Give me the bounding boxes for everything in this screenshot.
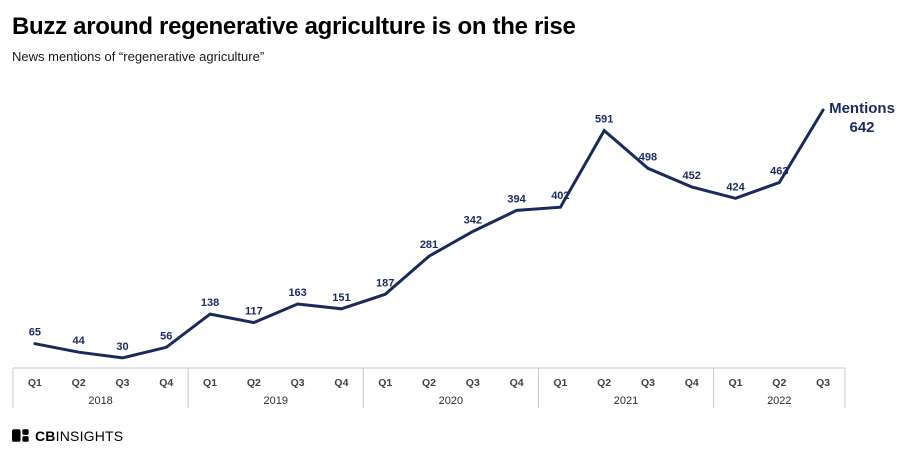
data-label: 281 [420,239,438,251]
data-label: 44 [73,335,86,347]
mentions-annotation-value: 642 [849,119,874,136]
line-chart-canvas: Q1 Q2 Q3 Q4 2018 Q1 Q2 Q3 Q4 2019 Q1 Q2 Q3 Q4 2020 Q1 Q2… [12,100,895,408]
data-label: 163 [288,287,306,299]
chart-header: Buzz around regenerative agriculture is … [0,0,901,75]
quarter-label: Q4 [510,377,524,389]
data-label: 591 [595,114,613,126]
cbinsights-logo-text: CBINSIGHTS [35,428,123,444]
year-label: 2018 [88,395,112,407]
quarter-label: Q4 [159,377,173,389]
quarter-label: Q1 [28,377,42,389]
quarter-label: Q2 [422,377,436,389]
quarter-label: Q3 [641,377,655,389]
cbinsights-logo-icon [12,429,29,442]
footer: CBINSIGHTS [0,417,901,452]
mentions-annotation-label: Mentions [829,100,895,117]
data-label: 498 [639,151,657,163]
year-label: 2021 [614,395,638,407]
trend-line [33,108,825,360]
quarter-label: Q3 [816,377,830,389]
quarter-label: Q1 [203,377,217,389]
quarter-label: Q2 [772,377,786,389]
quarter-label: Q1 [378,377,392,389]
data-label: 30 [116,341,128,353]
data-label: 402 [551,190,569,202]
data-label: 117 [245,306,263,318]
page-title: Buzz around regenerative agriculture is … [12,13,576,40]
quarter-label: Q4 [334,377,348,389]
data-label: 187 [376,277,394,289]
data-label: 452 [683,170,701,182]
logo-text-cb: CB [35,427,56,444]
quarter-label: Q2 [597,377,611,389]
quarter-label: Q3 [115,377,129,389]
data-label: 65 [29,327,41,339]
data-label: 394 [507,193,526,205]
data-label: 424 [726,181,745,193]
data-label: 56 [160,330,172,342]
mentions-line-chart: Q1 Q2 Q3 Q4 2018 Q1 Q2 Q3 Q4 2019 Q1 Q2 Q3 Q4 2020 Q1 Q2… [0,75,901,415]
quarter-label: Q2 [247,377,261,389]
data-label: 463 [770,165,788,177]
quarter-label: Q1 [729,377,743,389]
page-subtitle: News mentions of “regenerative agricultu… [12,48,265,64]
quarter-label: Q3 [466,377,480,389]
data-label: 342 [464,214,482,226]
year-label: 2019 [263,395,287,407]
quarter-label: Q4 [685,377,699,389]
quarter-label: Q3 [291,377,305,389]
year-label: 2020 [439,395,463,407]
quarter-label: Q2 [72,377,86,389]
data-label: 138 [201,297,219,309]
quarter-label: Q1 [553,377,567,389]
logo-text-insights: INSIGHTS [55,427,124,444]
data-label: 151 [332,292,350,304]
year-label: 2022 [767,395,791,407]
